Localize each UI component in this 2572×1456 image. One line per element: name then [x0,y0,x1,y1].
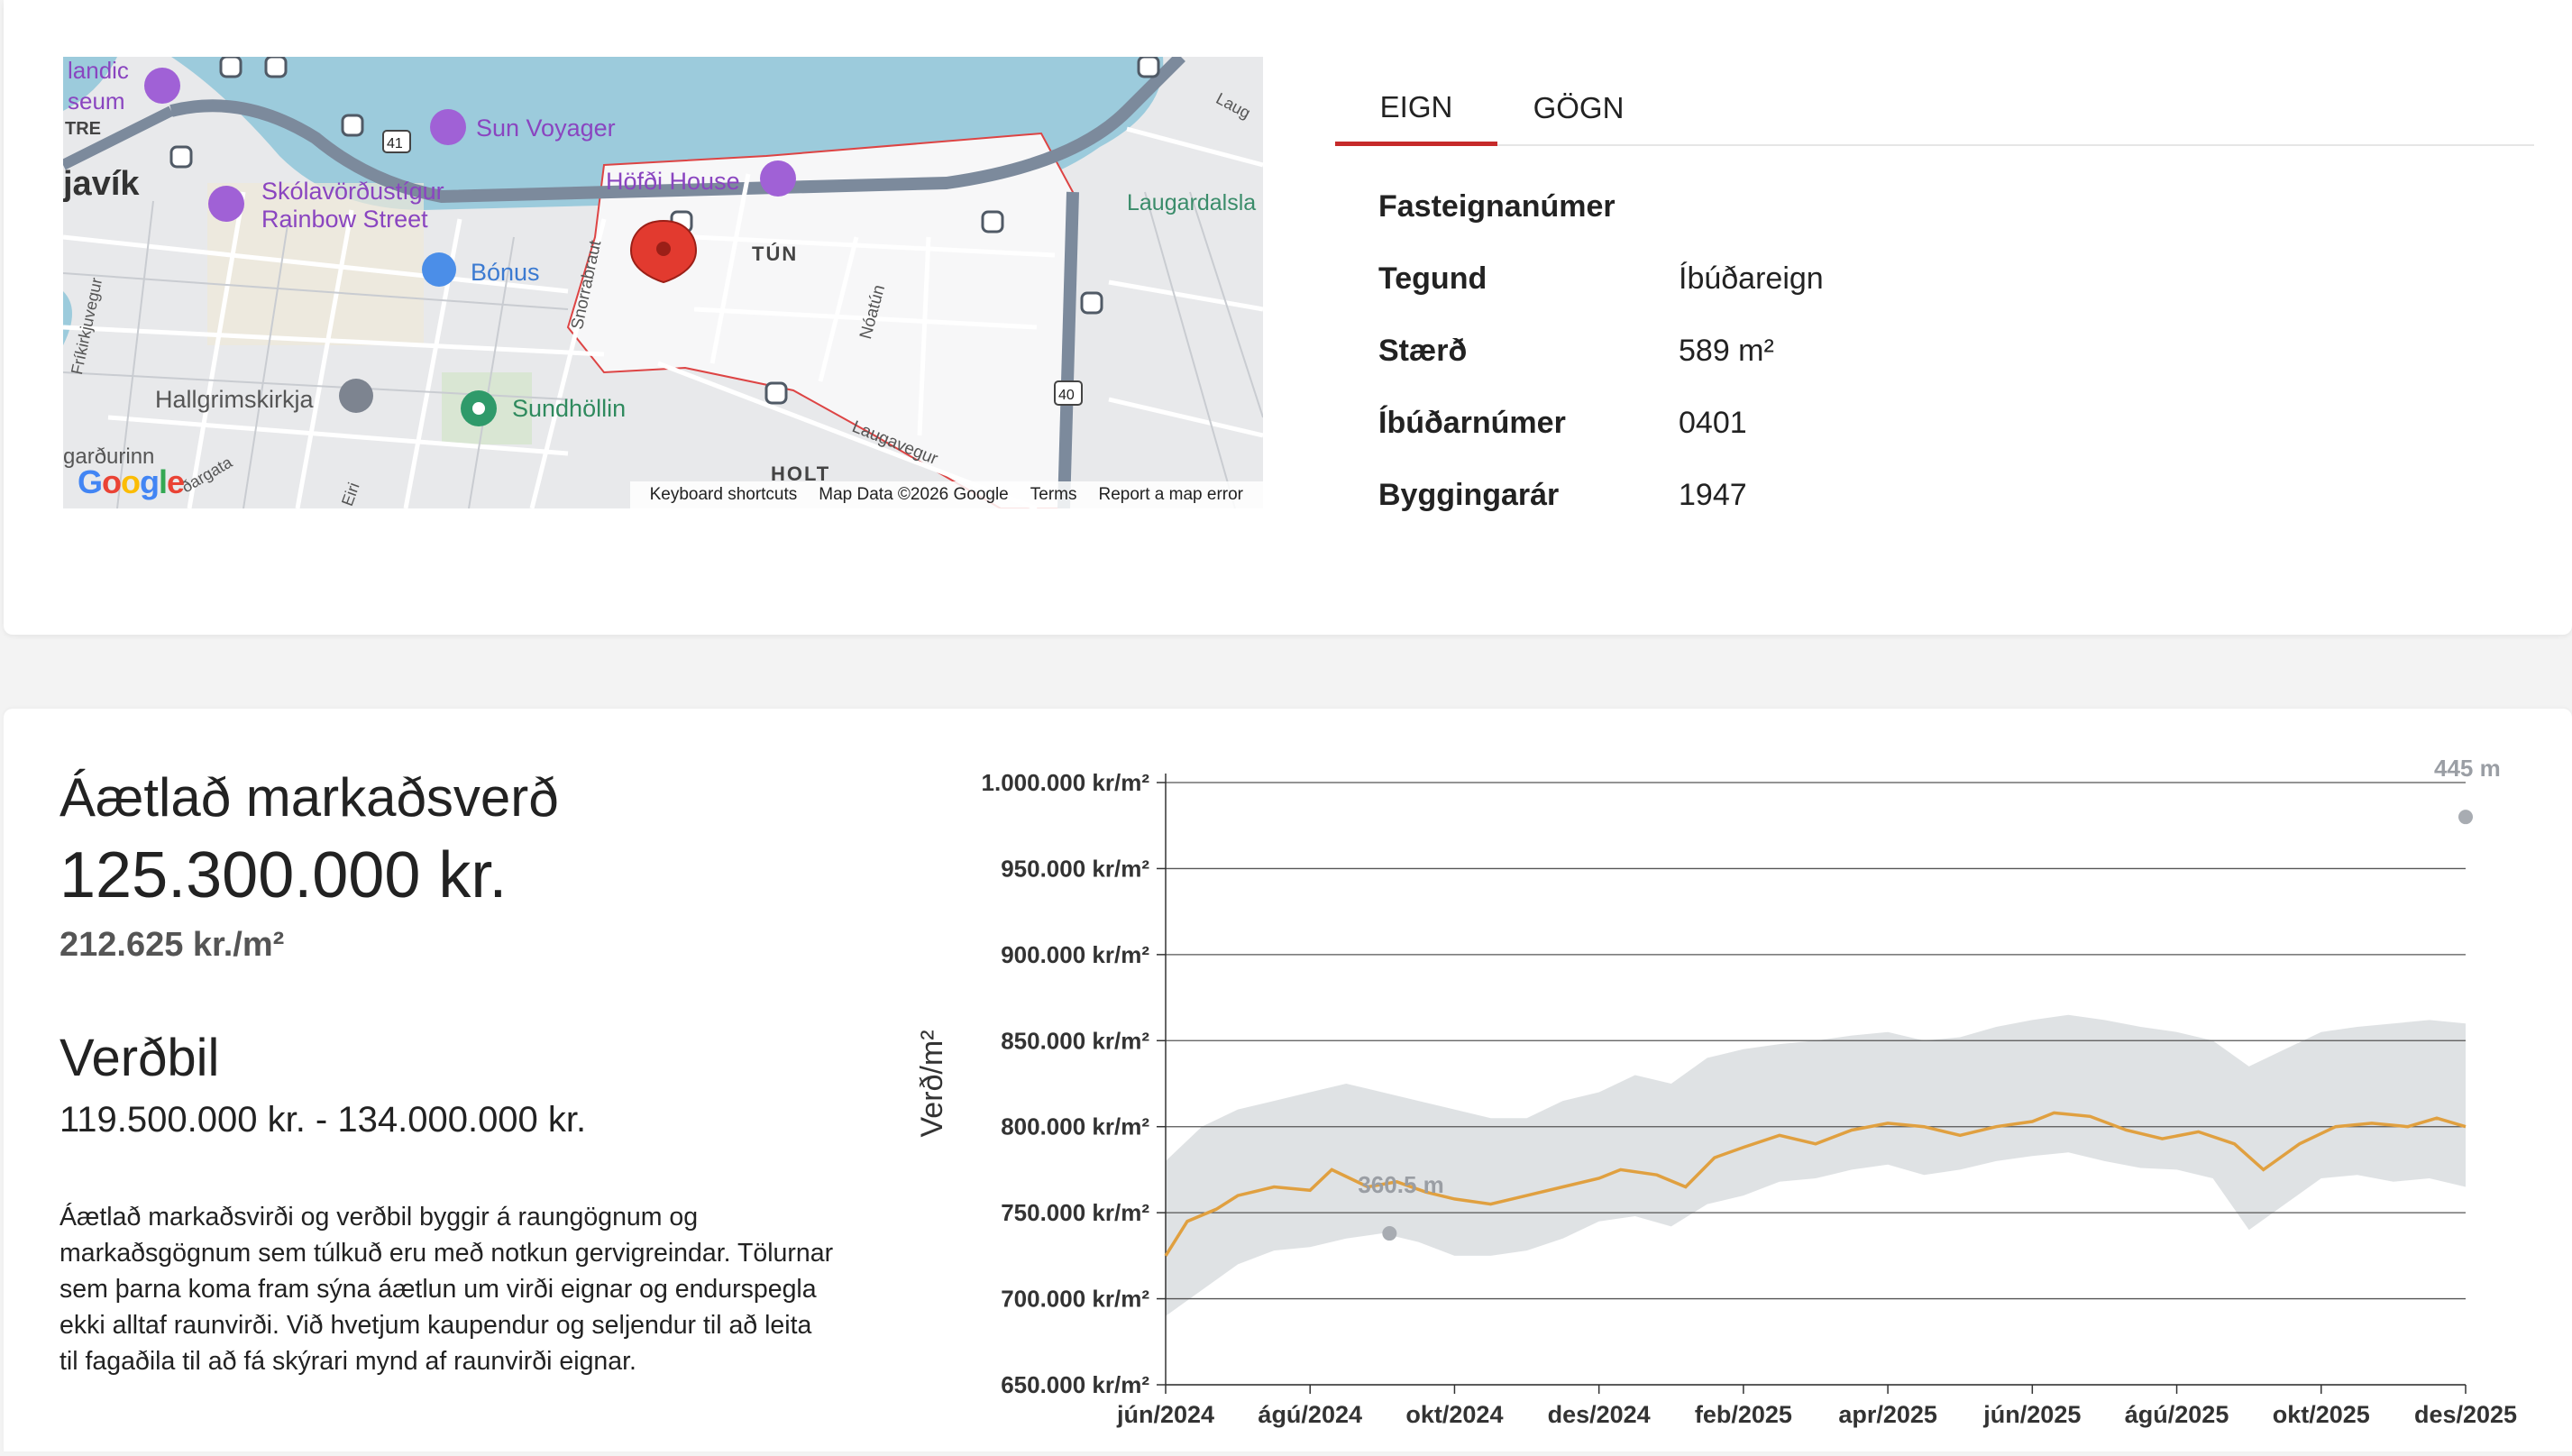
map-label-museum-top[interactable]: landic [68,57,129,84]
map-canvas[interactable]: 41 40 [63,57,1263,508]
x-tick-label: ágú/2025 [2125,1401,2229,1428]
price-range-title: Verðbil [59,1029,220,1087]
x-tick-label: des/2025 [2414,1401,2517,1428]
property-row: Byggingarár 1947 [1378,478,2100,514]
property-key: Fasteignanúmer [1378,189,1616,224]
report-map-error-link[interactable]: Report a map error [1098,485,1243,504]
y-tick-label: 800.000 kr/m² [1001,1113,1149,1140]
property-tabs: EIGN GÖGN [1335,72,2534,146]
property-key: Íbúðarnúmer [1378,406,1566,440]
annotation-label: 360.5 m [1358,1171,1443,1198]
property-value: Íbúðareign [1679,261,1824,296]
property-key: Byggingarár [1378,478,1560,512]
terms-link[interactable]: Terms [1030,485,1077,504]
property-row: Íbúðarnúmer 0401 [1378,406,2100,442]
y-tick-label: 900.000 kr/m² [1001,941,1149,968]
map-label-hofdi-house[interactable]: Höfði House [606,168,740,195]
y-tick-label: 750.000 kr/m² [1001,1199,1149,1226]
annotation-label: 445 m [2434,755,2501,782]
x-tick-label: ágú/2024 [1258,1401,1362,1428]
property-card: 41 40 landic seum TRE javík Sun Voyager … [4,0,2572,635]
estimated-price-line [1164,1111,2467,1257]
tab-eign[interactable]: EIGN [1335,72,1497,146]
google-logo: Google [78,463,185,500]
y-tick-label: 650.000 kr/m² [1001,1371,1149,1398]
x-tick-label: okt/2025 [2273,1401,2370,1428]
y-tick-label: 850.000 kr/m² [1001,1027,1149,1054]
map-data-attribution: Map Data ©2026 Google [819,485,1009,504]
map-footer: Keyboard shortcuts Map Data ©2026 Google… [629,481,1263,508]
map-label-tun: TÚN [752,243,799,265]
confidence-band [1166,1014,2466,1316]
chart-svg: 650.000 kr/m² 700.000 kr/m² 750.000 kr/m² 8… [915,755,2517,1428]
y-axis-label: Verð/m² [915,1030,949,1137]
map-label-hallgrimskirkja[interactable]: Hallgrimskirkja [155,386,314,413]
y-tick-label: 1.000.000 kr/m² [982,769,1150,796]
map-label-skolavordustigur[interactable]: Skólavörðustígur [261,178,444,205]
x-tick-label: feb/2025 [1695,1401,1792,1428]
valuation-title: Áætlað markaðsverð [59,767,559,828]
map-label-laugardals[interactable]: Laugardalsla [1127,190,1257,215]
property-value: 0401 [1679,406,1747,440]
y-tick-label: 700.000 kr/m² [1001,1286,1149,1313]
property-map[interactable]: 41 40 landic seum TRE javík Sun Voyager … [63,57,1263,508]
svg-text:40: 40 [1058,388,1075,403]
map-label-sun-voyager[interactable]: Sun Voyager [476,114,616,142]
property-row: Stærð 589 m² [1378,334,2100,370]
map-label-tre: TRE [65,119,101,139]
map-label-reykjavik: javík [63,165,140,203]
property-row: Tegund Íbúðareign [1378,261,2100,298]
price-range: 119.500.000 kr. - 134.000.000 kr. [59,1100,587,1140]
x-tick-label: apr/2025 [1838,1401,1937,1428]
map-label-sundhollin[interactable]: Sundhöllin [512,395,627,422]
map-label-museum[interactable]: seum [68,87,125,114]
map-label-rainbow-street[interactable]: Rainbow Street [261,206,428,233]
map-label-bonus[interactable]: Bónus [471,259,540,286]
estimated-price: 125.300.000 kr. [59,839,508,911]
x-tick-label: des/2024 [1548,1401,1651,1428]
annotation-point [2458,810,2473,825]
map-label-gardurinn: garðurinn [63,444,155,469]
y-tick-label: 950.000 kr/m² [1001,855,1149,882]
property-value: 1947 [1679,478,1747,512]
property-row: Fasteignanúmer [1378,189,2100,225]
price-per-sqm: 212.625 kr./m² [59,926,285,964]
x-tick-label: jún/2025 [1982,1401,2081,1428]
svg-text:41: 41 [387,136,403,151]
valuation-disclaimer: Áætlað markaðsvirði og verðbil byggir á … [59,1203,834,1376]
property-key: Stærð [1378,334,1468,368]
property-key: Tegund [1378,261,1487,296]
x-tick-label: okt/2024 [1405,1401,1503,1428]
keyboard-shortcuts-link[interactable]: Keyboard shortcuts [649,485,798,504]
x-tick-label: jún/2024 [1116,1401,1214,1428]
property-value: 589 m² [1679,334,1774,368]
annotation-point [1382,1226,1397,1241]
map-label-holt: HOLT [771,462,831,485]
price-history-chart: 650.000 kr/m² 700.000 kr/m² 750.000 kr/m² 8… [902,748,2572,1451]
tab-gogn[interactable]: GÖGN [1533,91,1625,124]
